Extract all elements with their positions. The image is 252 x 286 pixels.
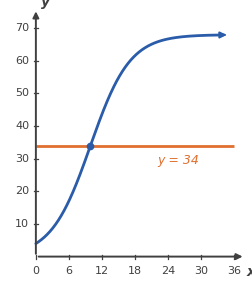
Text: 30: 30 bbox=[15, 154, 29, 164]
Text: 0: 0 bbox=[32, 266, 39, 276]
Text: y = 34: y = 34 bbox=[156, 154, 198, 166]
Text: 40: 40 bbox=[15, 121, 29, 131]
Text: 30: 30 bbox=[194, 266, 207, 276]
Text: 24: 24 bbox=[161, 266, 175, 276]
Text: x: x bbox=[245, 265, 252, 279]
Text: 50: 50 bbox=[15, 88, 29, 98]
Text: 18: 18 bbox=[128, 266, 142, 276]
Text: 20: 20 bbox=[15, 186, 29, 196]
Text: 36: 36 bbox=[227, 266, 240, 276]
Text: 12: 12 bbox=[94, 266, 109, 276]
Text: 60: 60 bbox=[15, 56, 29, 66]
Text: 6: 6 bbox=[65, 266, 72, 276]
Text: 70: 70 bbox=[15, 23, 29, 33]
Text: 10: 10 bbox=[15, 219, 29, 229]
Text: y: y bbox=[41, 0, 50, 9]
